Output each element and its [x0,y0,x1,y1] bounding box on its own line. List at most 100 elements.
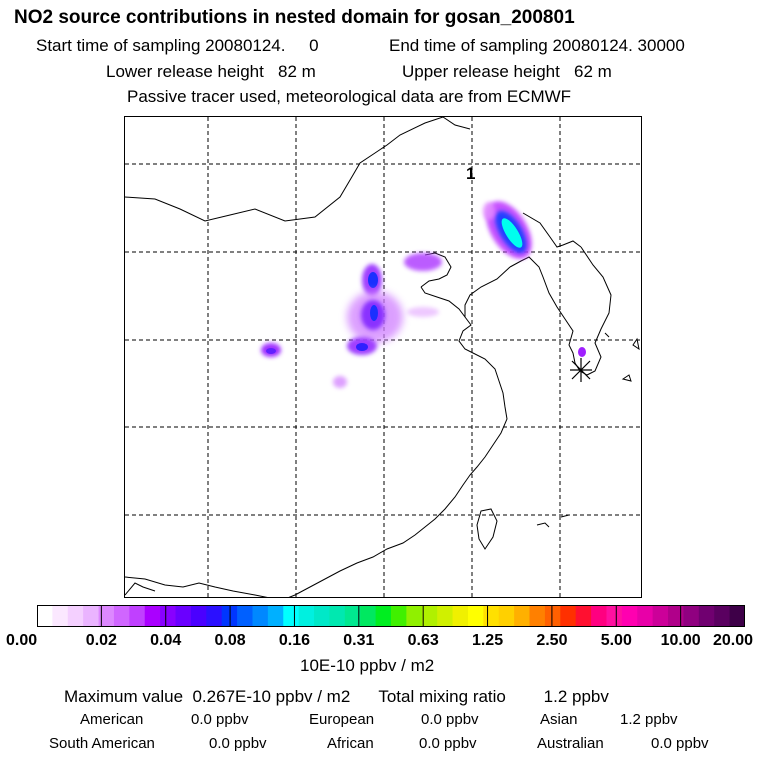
colorbar-tick-label: 20.00 [713,632,754,649]
colorbar-cell [575,605,592,627]
colorbar-tick-label: 2.50 [536,632,568,649]
colorbar-tick-label: 10.00 [660,632,701,649]
map-grid [125,117,641,597]
colorbar-cell [360,605,377,627]
border-line [442,117,471,130]
colorbar-cell [190,605,207,627]
colorbar-cell [514,605,531,627]
colorbar-cell [544,605,561,627]
colorbar-cell [67,605,84,627]
border-line [621,374,632,382]
colorbar-cell [698,605,715,627]
colorbar-cell [391,605,407,627]
colorbar-cell [421,605,438,627]
border-line [560,514,570,518]
colorbar-cell [375,605,392,627]
colorbar-tick-label: 0.16 [278,632,311,649]
colorbar-cell [314,605,331,627]
colorbar-cell [606,605,623,627]
start-time-text: Start time of sampling 20080124. 0 [36,36,319,55]
region-value: 0.0 ppbv [421,711,479,728]
colorbar-cell [129,605,146,627]
border-line [420,286,466,318]
region-value: 0.0 ppbv [419,735,477,752]
plume-northeast-core [501,218,523,248]
colorbar-frame [37,605,745,627]
colorbar-tick-label: 0.00 [6,632,38,649]
colorbar-cell [467,605,484,627]
plume-south-core [370,305,378,321]
colorbar-tick-label: 0.63 [407,632,439,649]
border-line [125,117,444,222]
region-name: South American [49,735,155,752]
colorbar-tick-label: 0.02 [85,632,117,649]
border-line [580,246,612,376]
plume-gosan-spot [578,347,586,357]
region-name: African [327,735,374,752]
border-line [125,582,156,596]
border-line [536,522,550,528]
border-line [125,576,268,597]
map-label: 1 [466,164,475,183]
plume-layer [261,201,586,388]
region-value: 0.0 ppbv [209,735,267,752]
map-panel: 1 [124,116,642,598]
colorbar-cell [344,605,361,627]
max-value-line: Maximum value 0.267E-10 ppbv / m2 Total … [64,687,609,706]
region-name: Asian [540,711,578,728]
receptor-star-icon [570,358,592,382]
map-title: NO2 source contributions in nested domai… [14,7,575,28]
colorbar-cell [329,605,346,627]
colorbar-cell [437,605,454,627]
tracer-note-text: Passive tracer used, meteorological data… [127,87,572,106]
colorbar-cell [498,605,515,627]
colorbar-cell [668,605,685,627]
colorbar-cell [283,605,300,627]
colorbar-tick-label: 0.08 [214,632,246,649]
colorbar-cell [729,605,745,627]
colorbar-tick-label: 0.31 [343,632,375,649]
border-line [476,508,498,550]
plume-central-core [368,272,378,288]
colorbar-cell [37,605,53,627]
colorbar-cell [560,605,577,627]
colorbar-cell [267,605,284,627]
colorbar-cell [98,605,115,627]
border-line [604,332,610,338]
region-name: American [80,711,144,728]
colorbar-cell [144,605,161,627]
plume-west-core [266,348,276,354]
plume-east-tail [407,307,439,317]
upper-release-text: Upper release height 62 m [402,62,612,81]
colorbar-cell [83,605,100,627]
region-value: 0.0 ppbv [191,711,249,728]
colorbar-cell [406,605,423,627]
plume-bottom-core [356,343,368,351]
colorbar-cell [621,605,638,627]
plume-beijing-halo [404,253,442,271]
border-line [509,256,588,376]
colorbar-tick-label: 0.04 [150,632,182,649]
region-value: 1.2 ppbv [620,711,678,728]
border-line [522,212,582,248]
colorbar-cell [483,605,500,627]
lower-release-text: Lower release height 82 m [106,62,316,81]
border-line [632,337,640,351]
colorbar-cell [113,605,130,627]
colorbar-cell [714,605,731,627]
colorbar-tick-label: 5.00 [600,632,632,649]
colorbar-cell [452,605,469,627]
colorbar-tick-label: 1.25 [471,632,504,649]
colorbar-cell [237,605,254,627]
colorbar-cell [206,605,223,627]
colorbar-cell [298,605,315,627]
region-value: 0.0 ppbv [651,735,709,752]
colorbar-cell [252,605,269,627]
map-canvas: 1 [125,117,641,597]
colorbar-cell [529,605,546,627]
end-time-text: End time of sampling 20080124. 30000 [389,36,685,55]
colorbar-cell [160,605,177,627]
plume-northeast-lobe [483,202,495,220]
colorbar-cell [637,605,654,627]
units-label: 10E-10 ppbv / m2 [300,656,435,675]
